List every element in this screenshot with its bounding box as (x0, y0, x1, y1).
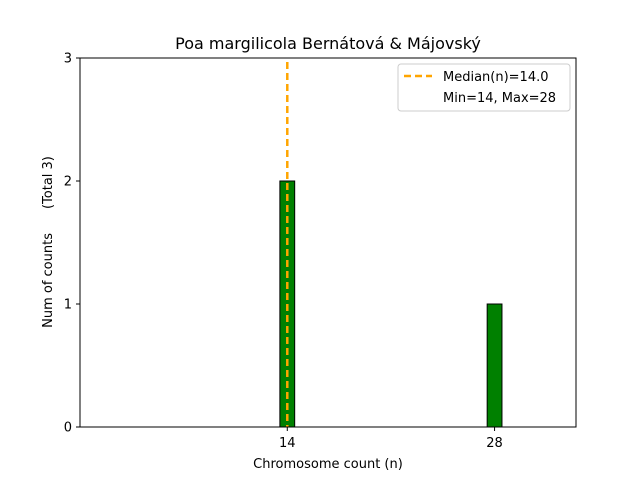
y-axis-label-main: Num of counts (41, 233, 56, 328)
y-tick-label: 2 (64, 175, 72, 190)
y-axis-label-total: (Total 3) (41, 156, 56, 209)
y-tick-label: 3 (64, 52, 72, 67)
y-axis-label-group: Num of counts (Total 3) (41, 156, 56, 328)
legend: Median(n)=14.0 Min=14, Max=28 (397, 63, 571, 112)
x-tick-label: 14 (279, 436, 296, 451)
plot-area-frame (79, 57, 577, 428)
legend-range-label: Min=14, Max=28 (443, 91, 556, 106)
bar-28 (486, 303, 503, 428)
y-tick-label: 1 (64, 298, 72, 313)
y-tick-label: 0 (64, 421, 72, 436)
legend-box (397, 63, 571, 112)
x-tick-label: 28 (486, 436, 503, 451)
y-axis-ticks: 0 1 2 3 (64, 52, 80, 436)
y-axis-label: Num of counts (Total 3) (41, 156, 56, 328)
x-axis-label: Chromosome count (n) (253, 457, 403, 472)
chart-title: Poa margilicola Bernátová & Májovský (175, 34, 481, 53)
x-axis-ticks: 14 28 (279, 427, 503, 451)
legend-median-label: Median(n)=14.0 (443, 70, 549, 85)
